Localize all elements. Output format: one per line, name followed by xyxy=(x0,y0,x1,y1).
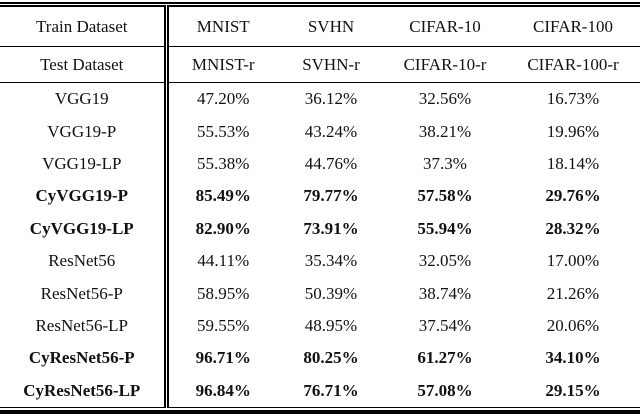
value-cell: 48.95% xyxy=(304,315,358,335)
train-dataset-col-cifar100: CIFAR-100 xyxy=(506,6,640,47)
value-cell: 32.56% xyxy=(418,89,472,109)
table-row-cyresnet56-p: CyResNet56-P 96.71% 80.25% 61.27% 34.10% xyxy=(0,342,640,375)
model-cell: CyResNet56-LP xyxy=(23,380,141,400)
train-dataset-col-mnist: MNIST xyxy=(163,6,278,47)
value-cell: 96.71% xyxy=(163,342,278,375)
value-cell: 20.06% xyxy=(546,315,600,335)
model-cell: VGG19-P xyxy=(47,121,117,141)
test-dataset-label: Test Dataset xyxy=(0,46,166,83)
table-row-vgg19: VGG19 47.20% 36.12% 32.56% 16.73% xyxy=(0,82,640,116)
test-dataset-col-svhn-r: SVHN-r xyxy=(278,46,384,83)
value-cell: 44.11% xyxy=(163,244,278,278)
value-cell: 61.27% xyxy=(417,348,473,368)
model-cell: CyResNet56-P xyxy=(28,348,135,368)
test-dataset-col-cifar10-r: CIFAR-10-r xyxy=(384,46,506,83)
value-cell: 80.25% xyxy=(303,348,359,368)
model-cell: ResNet56-LP xyxy=(35,315,129,335)
value-cell: 44.76% xyxy=(304,153,358,173)
value-cell: 59.55% xyxy=(163,309,278,343)
value-cell: 35.34% xyxy=(304,251,358,271)
train-dataset-col-cifar10: CIFAR-10 xyxy=(384,6,506,47)
value-cell: 29.15% xyxy=(545,380,601,400)
table-row-cyresnet56-lp: CyResNet56-LP 96.84% 76.71% 57.08% 29.15… xyxy=(0,374,640,408)
test-dataset-col-mnist-r: MNIST-r xyxy=(163,46,278,83)
value-cell: 57.08% xyxy=(417,380,473,400)
value-cell: 43.24% xyxy=(304,121,358,141)
value-cell: 76.71% xyxy=(303,380,359,400)
model-cell: CyVGG19-LP xyxy=(29,218,134,238)
train-dataset-col-svhn: SVHN xyxy=(278,6,384,47)
model-cell: ResNet56-P xyxy=(40,283,123,303)
results-table: Train Dataset MNIST SVHN CIFAR-10 CIFAR-… xyxy=(0,5,640,408)
table-row-resnet56-p: ResNet56-P 58.95% 50.39% 38.74% 21.26% xyxy=(0,277,640,310)
value-cell: 96.84% xyxy=(163,374,278,408)
table-row-resnet56-lp: ResNet56-LP 59.55% 48.95% 37.54% 20.06% xyxy=(0,309,640,343)
value-cell: 79.77% xyxy=(303,186,359,206)
model-cell: CyVGG19-P xyxy=(35,186,129,206)
model-cell: ResNet56 xyxy=(48,251,116,271)
model-cell: VGG19-LP xyxy=(42,153,122,173)
value-cell: 21.26% xyxy=(546,283,600,303)
table-row-vgg19-lp: VGG19-LP 55.38% 44.76% 37.3% 18.14% xyxy=(0,147,640,181)
value-cell: 58.95% xyxy=(163,277,278,310)
value-cell: 19.96% xyxy=(546,121,600,141)
value-cell: 34.10% xyxy=(545,348,601,368)
value-cell: 37.54% xyxy=(418,315,472,335)
value-cell: 18.14% xyxy=(546,153,600,173)
value-cell: 28.32% xyxy=(545,218,601,238)
value-cell: 73.91% xyxy=(303,218,359,238)
value-cell: 55.53% xyxy=(163,115,278,148)
value-cell: 36.12% xyxy=(304,89,358,109)
value-cell: 38.21% xyxy=(418,121,472,141)
value-cell: 17.00% xyxy=(546,251,600,271)
value-cell: 55.94% xyxy=(417,218,473,238)
table-row-resnet56: ResNet56 44.11% 35.34% 32.05% 17.00% xyxy=(0,244,640,278)
value-cell: 16.73% xyxy=(546,89,600,109)
value-cell: 55.38% xyxy=(163,147,278,181)
value-cell: 38.74% xyxy=(418,283,472,303)
value-cell: 50.39% xyxy=(304,283,358,303)
value-cell: 85.49% xyxy=(163,180,278,213)
test-dataset-col-cifar100-r: CIFAR-100-r xyxy=(506,46,640,83)
table-row-cyvgg19-lp: CyVGG19-LP 82.90% 73.91% 55.94% 28.32% xyxy=(0,212,640,245)
table-row-cyvgg19-p: CyVGG19-P 85.49% 79.77% 57.58% 29.76% xyxy=(0,180,640,213)
train-dataset-label: Train Dataset xyxy=(0,6,166,47)
value-cell: 32.05% xyxy=(418,251,472,271)
value-cell: 29.76% xyxy=(545,186,601,206)
train-dataset-header-row: Train Dataset MNIST SVHN CIFAR-10 CIFAR-… xyxy=(0,6,640,47)
table-row-vgg19-p: VGG19-P 55.53% 43.24% 38.21% 19.96% xyxy=(0,115,640,148)
value-cell: 37.3% xyxy=(423,153,467,173)
value-cell: 57.58% xyxy=(417,186,473,206)
model-cell: VGG19 xyxy=(54,89,109,109)
test-dataset-header-row: Test Dataset MNIST-r SVHN-r CIFAR-10-r C… xyxy=(0,46,640,83)
value-cell: 47.20% xyxy=(163,82,278,116)
value-cell: 82.90% xyxy=(163,212,278,245)
